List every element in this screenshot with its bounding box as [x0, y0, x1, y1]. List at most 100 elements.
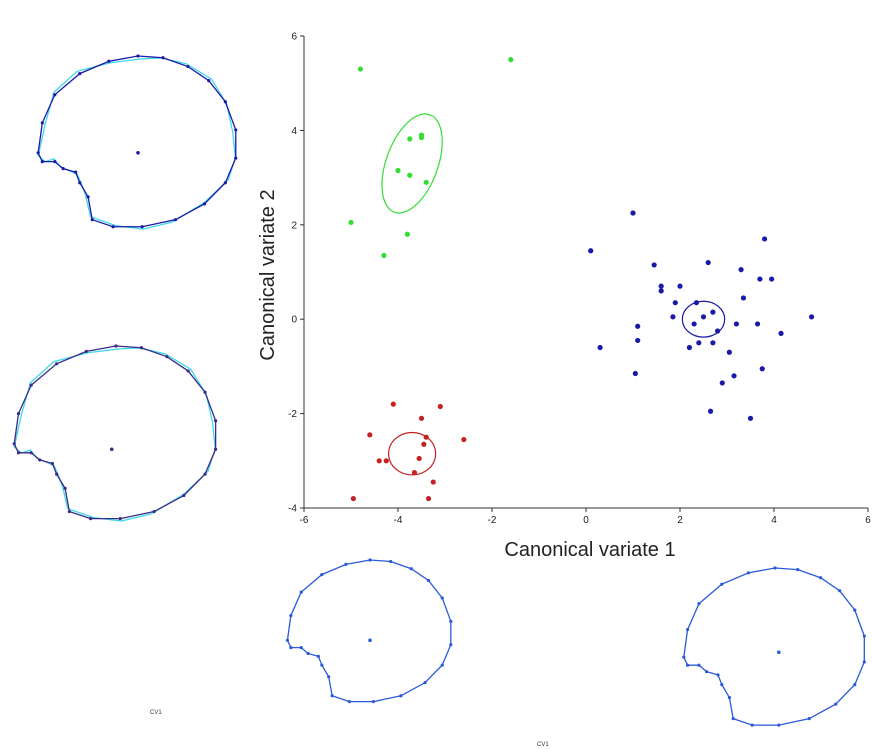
data-point [691, 321, 697, 327]
data-point [658, 283, 664, 289]
data-point [597, 344, 603, 351]
data-point [390, 401, 396, 407]
data-point [759, 366, 765, 372]
data-point [350, 495, 356, 502]
data-point [381, 252, 387, 259]
landmark-point [289, 613, 293, 618]
landmark-point [409, 567, 413, 571]
landmark-outlines [12, 54, 866, 727]
landmark-point [111, 225, 115, 229]
landmark-point [186, 369, 190, 373]
landmark-point [207, 79, 211, 83]
landmark-point [173, 218, 178, 222]
landmark-point [686, 627, 690, 632]
data-points [348, 57, 815, 502]
landmark-point [139, 346, 144, 350]
data-point [658, 288, 664, 294]
data-point [762, 236, 768, 242]
landmark-point [796, 568, 800, 572]
landmark-point [78, 181, 82, 185]
x-tick-label: -6 [300, 515, 309, 526]
landmark-point [40, 160, 44, 164]
landmark-point [203, 472, 207, 476]
data-point [407, 172, 413, 178]
landmark-point [55, 362, 59, 366]
landmark-point [53, 160, 57, 164]
data-point [672, 300, 678, 306]
data-point [707, 408, 714, 414]
data-point [418, 415, 425, 421]
landmark-point [203, 390, 207, 394]
data-point [367, 432, 373, 438]
data-point [757, 276, 763, 282]
landmark-point [16, 451, 21, 455]
landmark-point [807, 717, 811, 721]
landmark-point [838, 589, 842, 593]
landmark-point [165, 355, 169, 359]
landmark-point [12, 442, 16, 446]
landmark-point [306, 651, 310, 656]
landmark-point [834, 702, 838, 706]
landmark-point [53, 93, 57, 97]
outline-shape [683, 567, 865, 726]
data-point [719, 380, 725, 386]
landmark-point [202, 202, 207, 206]
data-point [700, 314, 707, 320]
landmark-point [773, 566, 777, 570]
landmark-point [682, 655, 686, 659]
data-point [710, 309, 716, 315]
outline-overlay [13, 347, 216, 522]
data-point [635, 337, 641, 344]
group-ellipse-0 [381, 113, 443, 214]
landmark-point [74, 170, 78, 174]
landmark-point [223, 100, 227, 104]
y-tick-label: 6 [291, 32, 297, 43]
data-point [395, 167, 401, 174]
landmark-point [746, 571, 751, 575]
landmark-point [55, 472, 59, 476]
landmark-point [777, 723, 781, 727]
data-point [769, 276, 775, 282]
landmark-point [285, 638, 290, 642]
data-point [588, 248, 594, 254]
group-ellipse-2 [388, 431, 437, 476]
data-point [710, 340, 716, 346]
centroid-point [109, 447, 114, 452]
data-point [407, 136, 413, 142]
landmark-point [819, 576, 823, 580]
data-point [726, 349, 732, 355]
landmark-point [36, 151, 40, 155]
data-point [733, 321, 740, 327]
data-point [421, 441, 427, 447]
landmark-point [84, 349, 88, 353]
data-point [425, 495, 432, 502]
landmark-point [88, 517, 93, 521]
data-point [754, 321, 761, 327]
data-point [731, 373, 737, 379]
landmark-point [67, 509, 71, 514]
landmark-point [29, 451, 33, 455]
centroid-point [777, 650, 781, 655]
data-point [651, 262, 657, 268]
landmark-point [78, 72, 82, 76]
landmark-point [371, 700, 376, 704]
data-point [632, 370, 638, 377]
landmark-point [63, 486, 67, 490]
data-point [809, 314, 815, 320]
landmark-point [423, 681, 427, 685]
data-point [508, 57, 514, 63]
landmark-point [152, 509, 156, 514]
y-tick-label: 2 [291, 220, 297, 231]
x-tick-label: 4 [771, 515, 777, 526]
x-axis-title: Canonical variate 1 [504, 539, 675, 561]
landmark-point [299, 590, 303, 594]
landmark-point [118, 517, 122, 521]
landmark-point [40, 121, 44, 125]
data-point [740, 295, 747, 301]
landmark-point [320, 573, 324, 577]
caption-cv1-left: CV1 [150, 710, 162, 716]
landmark-point [750, 723, 754, 727]
data-point [423, 179, 429, 185]
